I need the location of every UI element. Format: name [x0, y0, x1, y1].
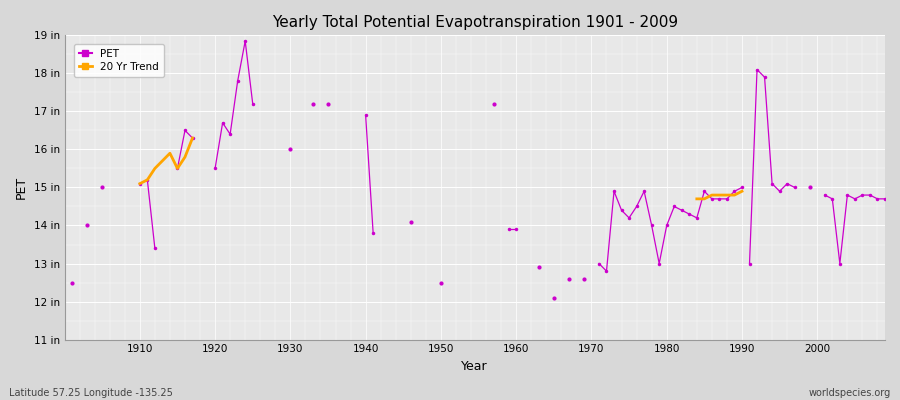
X-axis label: Year: Year	[462, 360, 488, 373]
Title: Yearly Total Potential Evapotranspiration 1901 - 2009: Yearly Total Potential Evapotranspiratio…	[272, 15, 678, 30]
Legend: PET, 20 Yr Trend: PET, 20 Yr Trend	[74, 44, 164, 77]
Text: Latitude 57.25 Longitude -135.25: Latitude 57.25 Longitude -135.25	[9, 388, 173, 398]
Text: worldspecies.org: worldspecies.org	[809, 388, 891, 398]
Y-axis label: PET: PET	[15, 176, 28, 199]
